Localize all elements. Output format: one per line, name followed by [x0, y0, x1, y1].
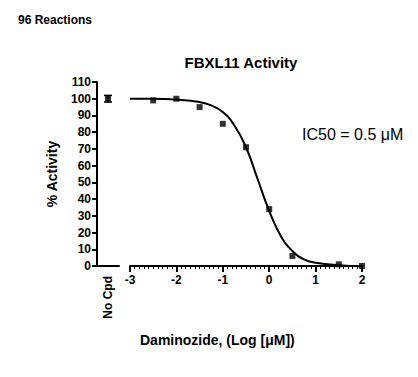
svg-text:30: 30	[78, 209, 92, 223]
svg-text:Daminozide, (Log [μM]): Daminozide, (Log [μM])	[140, 332, 295, 348]
svg-text:20: 20	[78, 226, 92, 240]
svg-text:-2: -2	[171, 273, 182, 287]
svg-text:0: 0	[84, 259, 91, 273]
svg-text:110: 110	[72, 75, 92, 89]
svg-text:70: 70	[78, 142, 92, 156]
svg-text:96 Reactions: 96 Reactions	[18, 13, 92, 27]
svg-text:% Activity: % Activity	[44, 141, 60, 208]
svg-text:1: 1	[312, 273, 319, 287]
svg-text:10: 10	[78, 242, 92, 256]
svg-text:FBXL11 Activity: FBXL11 Activity	[185, 54, 298, 71]
svg-text:0: 0	[266, 273, 273, 287]
svg-text:2: 2	[359, 273, 366, 287]
svg-text:80: 80	[78, 125, 92, 139]
svg-text:100: 100	[71, 92, 91, 106]
svg-text:-3: -3	[125, 273, 136, 287]
svg-text:60: 60	[78, 159, 92, 173]
svg-text:50: 50	[78, 175, 92, 189]
svg-text:40: 40	[78, 192, 92, 206]
svg-text:No Cpd: No Cpd	[101, 276, 115, 319]
svg-text:-1: -1	[217, 273, 228, 287]
svg-text:90: 90	[78, 108, 92, 122]
svg-text:IC50 = 0.5 μM: IC50 = 0.5 μM	[302, 126, 403, 143]
